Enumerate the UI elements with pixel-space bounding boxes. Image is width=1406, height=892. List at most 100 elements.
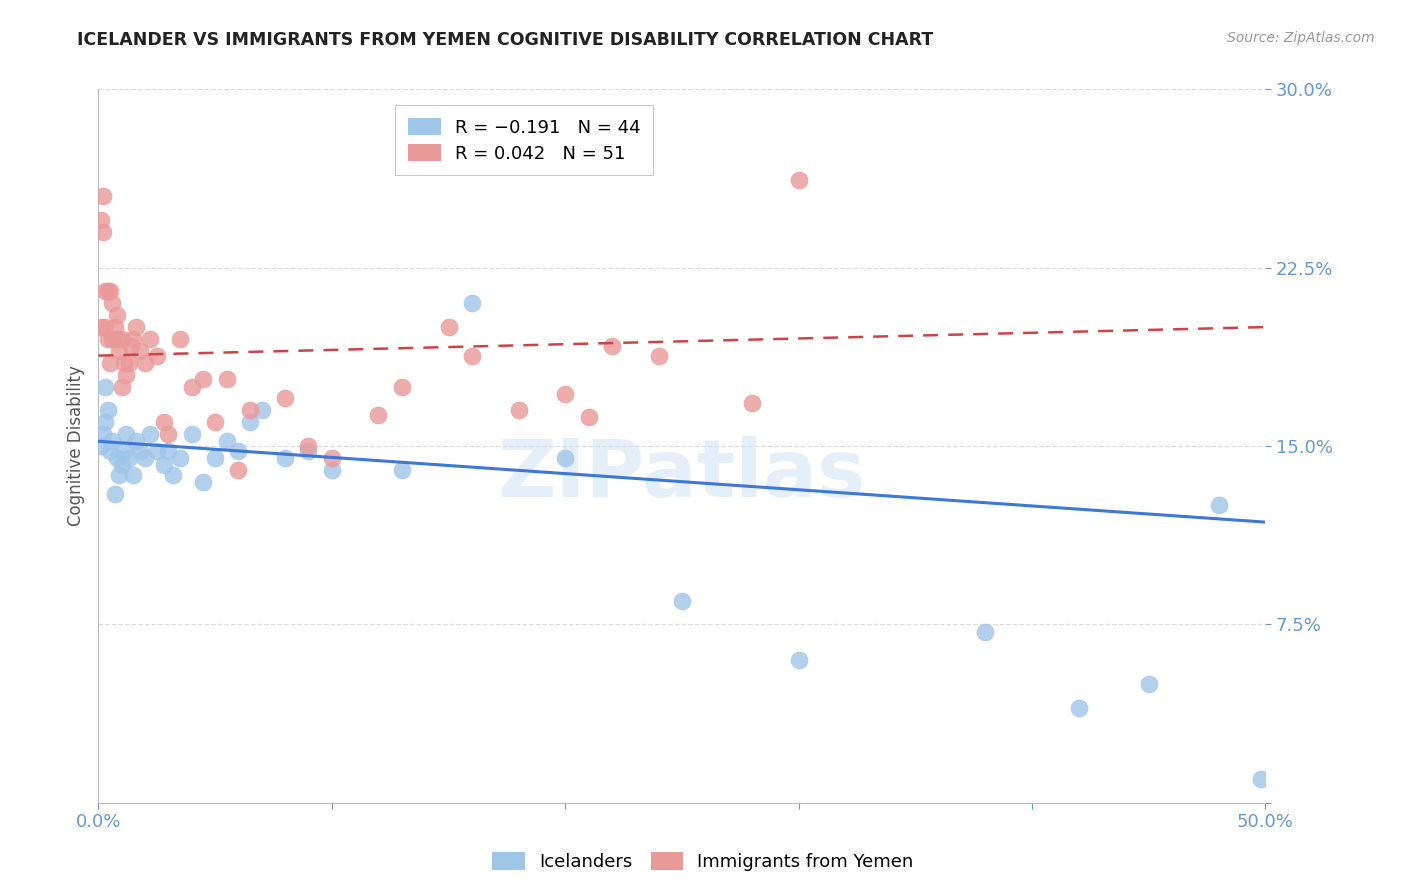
Point — [157, 443, 180, 458]
Point — [180, 379, 202, 393]
Point — [274, 392, 297, 406]
Point — [104, 486, 127, 500]
Point — [122, 332, 145, 346]
Point — [97, 403, 120, 417]
Point — [94, 320, 117, 334]
Point — [297, 439, 319, 453]
Point — [554, 386, 576, 401]
Point — [193, 372, 215, 386]
Point — [204, 450, 226, 465]
Text: ICELANDER VS IMMIGRANTS FROM YEMEN COGNITIVE DISABILITY CORRELATION CHART: ICELANDER VS IMMIGRANTS FROM YEMEN COGNI… — [77, 31, 934, 49]
Point — [129, 443, 152, 458]
Point — [1208, 499, 1230, 513]
Point — [391, 379, 413, 393]
Point — [1137, 677, 1160, 691]
Point — [600, 339, 623, 353]
Text: Source: ZipAtlas.com: Source: ZipAtlas.com — [1227, 31, 1375, 45]
Point — [98, 443, 121, 458]
Point — [228, 443, 250, 458]
Point — [1067, 700, 1090, 714]
Point — [108, 467, 131, 482]
Point — [508, 403, 530, 417]
Point — [974, 624, 997, 639]
Point — [139, 332, 162, 346]
Point — [204, 415, 226, 429]
Point — [90, 320, 112, 334]
Point — [115, 368, 138, 382]
Point — [118, 356, 141, 370]
Point — [98, 356, 121, 370]
Point — [228, 463, 250, 477]
Point — [91, 427, 114, 442]
Point — [250, 403, 273, 417]
Point — [94, 379, 117, 393]
Point — [90, 213, 112, 227]
Point — [461, 349, 484, 363]
Y-axis label: Cognitive Disability: Cognitive Disability — [66, 366, 84, 526]
Point — [787, 172, 810, 186]
Legend: R = −0.191   N = 44, R = 0.042   N = 51: R = −0.191 N = 44, R = 0.042 N = 51 — [395, 105, 654, 176]
Point — [112, 356, 135, 370]
Point — [169, 450, 191, 465]
Point — [108, 343, 131, 358]
Point — [91, 189, 114, 203]
Point — [101, 332, 124, 346]
Point — [101, 434, 124, 449]
Point — [105, 450, 128, 465]
Point — [120, 339, 142, 353]
Point — [111, 332, 134, 346]
Point — [129, 343, 152, 358]
Point — [157, 427, 180, 442]
Point — [787, 653, 810, 667]
Point — [274, 450, 297, 465]
Point — [367, 408, 389, 422]
Point — [146, 349, 169, 363]
Point — [152, 415, 174, 429]
Point — [97, 285, 120, 299]
Point — [321, 463, 343, 477]
Point — [146, 443, 169, 458]
Point — [162, 467, 184, 482]
Point — [104, 320, 127, 334]
Point — [112, 443, 135, 458]
Point — [111, 458, 134, 472]
Point — [134, 450, 156, 465]
Legend: Icelanders, Immigrants from Yemen: Icelanders, Immigrants from Yemen — [485, 846, 921, 879]
Point — [169, 332, 191, 346]
Point — [111, 379, 134, 393]
Point — [321, 450, 343, 465]
Point — [118, 450, 141, 465]
Point — [139, 427, 162, 442]
Point — [90, 439, 112, 453]
Point — [647, 349, 669, 363]
Point — [105, 308, 128, 322]
Point — [101, 296, 124, 310]
Point — [94, 285, 117, 299]
Point — [125, 320, 148, 334]
Point — [97, 332, 120, 346]
Point — [1250, 772, 1272, 786]
Point — [134, 356, 156, 370]
Point — [239, 415, 262, 429]
Point — [115, 427, 138, 442]
Point — [152, 458, 174, 472]
Point — [239, 403, 262, 417]
Point — [297, 443, 319, 458]
Point — [461, 296, 484, 310]
Point — [391, 463, 413, 477]
Point — [125, 434, 148, 449]
Point — [122, 467, 145, 482]
Point — [91, 225, 114, 239]
Point — [437, 320, 460, 334]
Point — [180, 427, 202, 442]
Point — [215, 434, 238, 449]
Point — [94, 415, 117, 429]
Point — [215, 372, 238, 386]
Point — [193, 475, 215, 489]
Point — [578, 410, 600, 425]
Point — [671, 593, 693, 607]
Point — [98, 285, 121, 299]
Text: ZIPatlas: ZIPatlas — [498, 435, 866, 514]
Point — [105, 332, 128, 346]
Point — [554, 450, 576, 465]
